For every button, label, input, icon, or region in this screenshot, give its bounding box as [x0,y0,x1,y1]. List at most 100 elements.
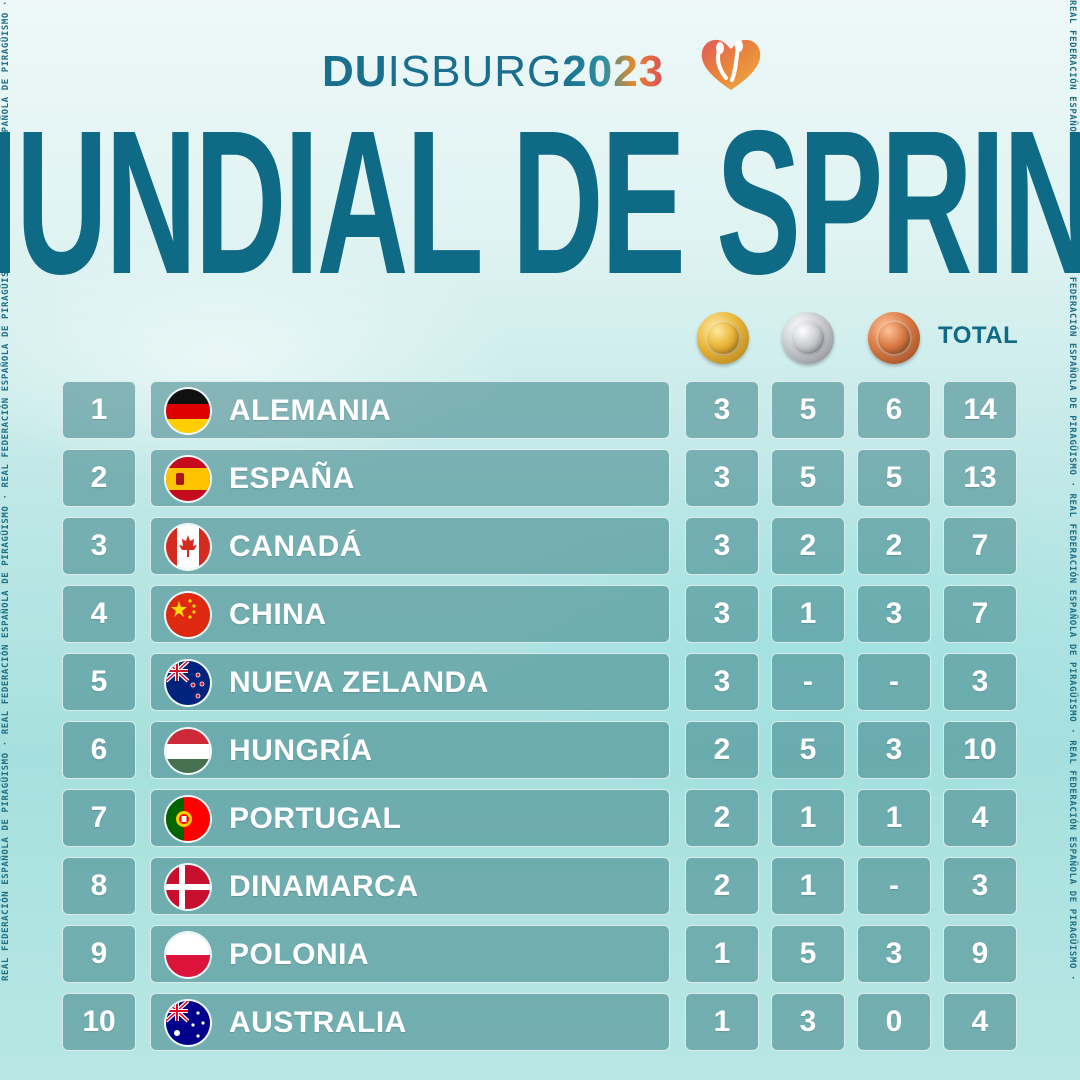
country-cell: PORTUGAL [150,789,670,847]
bronze-count-cell: 5 [857,449,931,507]
rank-cell: 2 [62,449,136,507]
total-count-cell: 7 [943,585,1017,643]
silver-count-cell: - [771,653,845,711]
table-row: 10 AUSTRALIA 1 3 0 4 [0,993,1080,1053]
canada-flag-icon [166,525,210,569]
country-name: NUEVA ZELANDA [229,666,489,699]
silver-count-cell: 1 [771,789,845,847]
gold-count-cell: 3 [685,381,759,439]
rank-cell: 8 [62,857,136,915]
rank-cell: 3 [62,517,136,575]
silver-count-cell: 1 [771,857,845,915]
rank-cell: 4 [62,585,136,643]
rank-cell: 1 [62,381,136,439]
rank-cell: 5 [62,653,136,711]
silver-count-cell: 5 [771,721,845,779]
country-name: DINAMARCA [229,870,419,903]
gold-count-cell: 1 [685,993,759,1051]
silver-count-cell: 5 [771,449,845,507]
gold-count-cell: 1 [685,925,759,983]
bronze-count-cell: 3 [857,721,931,779]
bronze-count-cell: 2 [857,517,931,575]
country-name: AUSTRALIA [229,1006,407,1039]
total-count-cell: 3 [943,653,1017,711]
china-flag-icon [166,593,210,637]
gold-count-cell: 2 [685,721,759,779]
bronze-count-cell: 0 [857,993,931,1051]
country-cell: CANADÁ [150,517,670,575]
table-row: 5 NUEVA ZELANDA 3- -3 [0,653,1080,713]
gold-count-cell: 3 [685,585,759,643]
bronze-medal-icon [868,312,920,364]
portugal-flag-icon [166,797,210,841]
silver-count-cell: 5 [771,381,845,439]
bronze-count-cell: - [857,653,931,711]
brand-year: 2023 [562,47,665,96]
total-count-cell: 4 [943,789,1017,847]
total-count-cell: 4 [943,993,1017,1051]
hungary-flag-icon [166,729,210,773]
rank-cell: 10 [62,993,136,1051]
country-name: POLONIA [229,938,370,971]
country-cell: AUSTRALIA [150,993,670,1051]
country-cell: DINAMARCA [150,857,670,915]
poland-flag-icon [166,933,210,977]
total-count-cell: 10 [943,721,1017,779]
gold-count-cell: 3 [685,449,759,507]
denmark-flag-icon [166,865,210,909]
total-count-cell: 13 [943,449,1017,507]
bronze-count-cell: 3 [857,925,931,983]
country-name: CANADÁ [229,530,362,563]
total-count-cell: 9 [943,925,1017,983]
country-cell: NUEVA ZELANDA [150,653,670,711]
silver-count-cell: 2 [771,517,845,575]
country-cell: ESPAÑA [150,449,670,507]
country-name: ALEMANIA [229,394,392,427]
gold-count-cell: 2 [685,857,759,915]
silver-medal-icon [782,312,834,364]
brand-du: DU [322,47,388,96]
table-row: 8 DINAMARCA 2 1-3 [0,857,1080,917]
table-row: 1 ALEMANIA 3 5 6 14 [0,381,1080,441]
silver-count-cell: 5 [771,925,845,983]
table-row: 9 POLONIA 1 5 3 9 [0,925,1080,985]
bronze-count-cell: 1 [857,789,931,847]
country-cell: CHINA [150,585,670,643]
table-row: 7 PORTUGAL 2 1 1 4 [0,789,1080,849]
rank-cell: 9 [62,925,136,983]
heart-logo-icon [701,39,761,90]
total-header: TOTAL [938,322,1019,349]
country-cell: HUNGRÍA [150,721,670,779]
total-count-cell: 14 [943,381,1017,439]
total-count-cell: 3 [943,857,1017,915]
country-name: PORTUGAL [229,802,402,835]
country-cell: POLONIA [150,925,670,983]
silver-count-cell: 1 [771,585,845,643]
country-name: ESPAÑA [229,462,355,495]
gold-count-cell: 2 [685,789,759,847]
new-zealand-flag-icon [166,661,210,705]
country-name: HUNGRÍA [229,734,373,767]
bronze-count-cell: 6 [857,381,931,439]
spain-flag-icon [166,457,210,501]
title-area: MUNDIAL DE SPRINT [0,0,1080,305]
gold-count-cell: 3 [685,653,759,711]
country-cell: ALEMANIA [150,381,670,439]
total-count-cell: 7 [943,517,1017,575]
germany-flag-icon [166,389,210,433]
gold-medal-icon [697,312,749,364]
table-row: 4 CHINA 3 1 3 7 [0,585,1080,645]
table-row: 3 CANADÁ 3 2 2 7 [0,517,1080,577]
silver-count-cell: 3 [771,993,845,1051]
rank-cell: 7 [62,789,136,847]
event-logo-text: DUISBURG2023 [322,48,664,96]
bronze-count-cell: 3 [857,585,931,643]
rank-cell: 6 [62,721,136,779]
bronze-count-cell: - [857,857,931,915]
country-name: CHINA [229,598,327,631]
gold-count-cell: 3 [685,517,759,575]
brand-city: ISBURG [387,47,563,96]
table-row: 2 ESPAÑA 3 5 5 13 [0,449,1080,509]
australia-flag-icon [166,1001,210,1045]
